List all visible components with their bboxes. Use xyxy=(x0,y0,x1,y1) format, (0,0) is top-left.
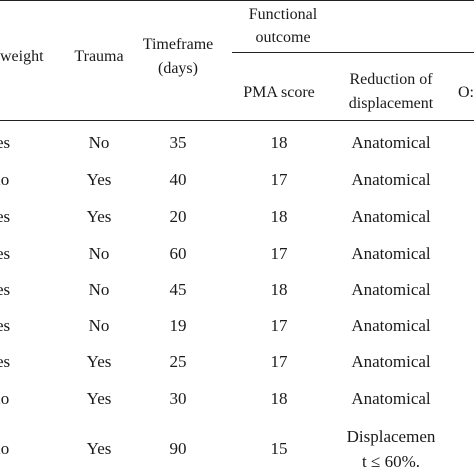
header-weight: weight xyxy=(0,48,44,65)
cell-weight: es xyxy=(0,207,11,226)
cell-reduction: Anatomical xyxy=(351,244,431,263)
cell-days: 20 xyxy=(169,207,187,226)
cell-weight: es xyxy=(0,244,11,263)
cell-trauma: No xyxy=(88,244,110,263)
cell-pma: 18 xyxy=(270,389,288,408)
cell-days: 60 xyxy=(169,244,187,263)
cell-pma: 17 xyxy=(270,316,288,335)
cell-weight: es xyxy=(0,352,11,371)
cell-weight: lo xyxy=(0,170,10,189)
cell-pma: 18 xyxy=(270,280,288,299)
cell-trauma: No xyxy=(88,316,110,335)
cell-pma: 17 xyxy=(270,244,288,263)
cell-trauma: Yes xyxy=(86,439,112,458)
cell-trauma: Yes xyxy=(86,352,112,371)
header-functional-line1: Functional xyxy=(248,6,318,23)
cell-weight: lo xyxy=(0,389,10,408)
cell-trauma: No xyxy=(88,280,110,299)
cell-pma: 15 xyxy=(270,439,288,458)
header-next-column-partial: O: xyxy=(458,84,474,101)
cell-reduction: Anatomical xyxy=(351,170,431,189)
cell-trauma: No xyxy=(88,133,110,152)
cell-days: 30 xyxy=(169,389,187,408)
header-bottom-rule xyxy=(0,120,474,121)
cell-reduction-line2: t ≤ 60%. xyxy=(362,452,420,471)
cell-trauma: Yes xyxy=(86,170,112,189)
cell-trauma: Yes xyxy=(86,389,112,408)
header-timeframe-line1: Timeframe xyxy=(142,36,214,53)
cell-pma: 17 xyxy=(270,170,288,189)
cell-trauma: Yes xyxy=(86,207,112,226)
header-pma-score: PMA score xyxy=(243,84,315,101)
cell-weight: es xyxy=(0,280,11,299)
header-reduction-line1: Reduction of xyxy=(349,71,433,88)
cell-pma: 18 xyxy=(270,207,288,226)
header-trauma: Trauma xyxy=(74,48,124,65)
cell-days: 35 xyxy=(169,133,187,152)
cell-reduction: Displacemen xyxy=(346,427,436,446)
cell-pma: 17 xyxy=(270,352,288,371)
cell-reduction: Anatomical xyxy=(351,207,431,226)
cell-days: 40 xyxy=(169,170,187,189)
cell-weight: lo xyxy=(0,439,10,458)
header-timeframe-line2: (days) xyxy=(158,60,198,77)
cell-days: 45 xyxy=(169,280,187,299)
cell-pma: 18 xyxy=(270,133,288,152)
cell-weight: es xyxy=(0,133,11,152)
cell-reduction: Anatomical xyxy=(351,352,431,371)
header-reduction-line2: displacement xyxy=(348,95,434,112)
cell-days: 25 xyxy=(169,352,187,371)
cell-days: 19 xyxy=(169,316,187,335)
header-top-rule xyxy=(0,0,474,1)
cell-reduction: Anatomical xyxy=(351,389,431,408)
cell-reduction: Anatomical xyxy=(351,316,431,335)
cell-reduction: Anatomical xyxy=(351,133,431,152)
cell-days: 90 xyxy=(169,439,187,458)
header-functional-line2: outcome xyxy=(255,29,311,46)
cell-weight: es xyxy=(0,316,11,335)
functional-outcome-rule xyxy=(232,52,474,53)
cell-reduction: Anatomical xyxy=(351,280,431,299)
